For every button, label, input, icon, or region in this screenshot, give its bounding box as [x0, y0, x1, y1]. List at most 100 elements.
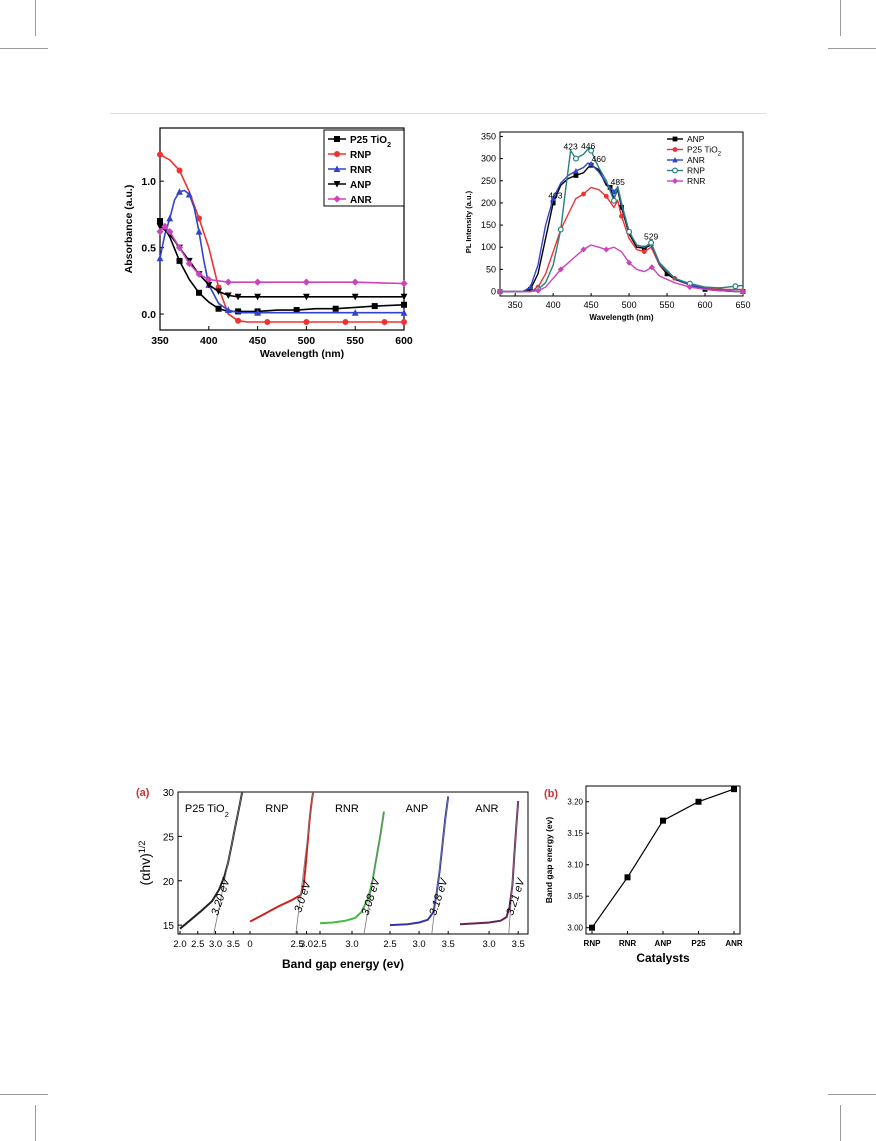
legend-label-subscript: 2 — [718, 152, 721, 158]
y-tick-label: 350 — [481, 131, 496, 141]
data-point — [610, 197, 617, 204]
x-tick-label: 3.0 — [300, 939, 313, 950]
data-point — [580, 246, 587, 253]
series-line — [591, 788, 735, 929]
bandgap-value-label: 3.20 eV — [209, 876, 233, 917]
data-point — [196, 289, 203, 296]
data-point — [648, 264, 655, 271]
x-tick-label: 2.5 — [313, 939, 326, 950]
x-tick-label: RNP — [584, 939, 602, 948]
data-point — [254, 278, 262, 286]
x-tick-label: 3.0 — [209, 939, 222, 950]
tangent-line — [213, 791, 243, 935]
x-axis-label: Band gap energy (ev) — [282, 957, 404, 971]
x-tick-label: 600 — [395, 335, 413, 347]
crop-mark — [0, 48, 48, 49]
legend-label: ANR — [687, 155, 705, 165]
peak-label: 529 — [644, 231, 658, 241]
data-point — [695, 798, 702, 805]
crop-mark — [828, 1094, 876, 1095]
data-point — [175, 244, 184, 252]
x-tick-label: 3.0 — [482, 939, 495, 950]
data-point — [224, 306, 232, 314]
data-point — [303, 293, 310, 301]
data-point — [732, 283, 739, 290]
data-point — [527, 284, 534, 290]
legend-label: ANR — [350, 195, 372, 206]
data-point — [619, 213, 624, 219]
series-line — [319, 811, 385, 925]
data-point — [603, 246, 610, 253]
y-axis-label: (αhv)1/2 — [137, 841, 153, 886]
x-tick-label: 500 — [298, 335, 316, 347]
series-label: P25 TiO2 — [185, 803, 229, 819]
data-point — [400, 309, 408, 316]
x-tick-label: 3.0 — [412, 939, 425, 950]
peak-label: 403 — [548, 190, 562, 200]
x-tick-label: 0 — [247, 939, 252, 950]
data-point — [557, 266, 564, 273]
x-tick-label: 500 — [622, 300, 637, 310]
legend-label: RNR — [687, 176, 705, 186]
crop-mark — [35, 0, 36, 36]
data-point — [176, 188, 183, 195]
y-axis-label: PL Intensity (a.u.) — [464, 190, 473, 253]
data-point — [156, 223, 164, 230]
tangent-line — [295, 791, 314, 935]
y-axis-label: Band gap energy (ev) — [544, 817, 554, 904]
data-point — [185, 190, 193, 198]
x-axis-label: Wavelength (nm) — [260, 348, 344, 360]
y-tick-label: 250 — [481, 176, 496, 186]
crop-mark — [840, 1105, 841, 1141]
data-point — [332, 305, 339, 312]
x-tick-label: 2.5 — [191, 939, 204, 950]
y-tick-label: 30 — [163, 788, 175, 799]
data-point — [641, 245, 647, 251]
x-tick-label: ANP — [655, 939, 673, 948]
pl-intensity-chart: 350 400 450 500 550 600 650 0 50 100 150 200 250 300 3… — [464, 131, 751, 322]
legend-label-subscript: 2 — [387, 142, 391, 149]
x-tick-label: P25 — [691, 939, 706, 948]
data-point — [234, 293, 242, 301]
data-point — [351, 278, 359, 286]
data-point — [254, 309, 261, 316]
legend-marker — [333, 165, 341, 172]
x-axis-label: Catalysts — [636, 951, 690, 965]
series-line — [500, 147, 744, 293]
data-point — [740, 288, 746, 295]
x-tick-label: 2.5 — [290, 939, 303, 950]
peak-label: 423 — [564, 142, 578, 152]
data-point — [660, 817, 666, 824]
y-tick-label: 300 — [481, 154, 496, 164]
data-point — [293, 307, 300, 314]
data-point — [166, 214, 174, 222]
header-rule — [110, 113, 766, 114]
data-point — [157, 151, 163, 158]
tangent-line — [508, 800, 519, 935]
data-point — [156, 228, 164, 236]
data-point — [157, 218, 163, 225]
x-tick-label: 3.0 — [345, 939, 358, 950]
series-label: RNR — [335, 803, 359, 815]
x-tick-label: 350 — [508, 300, 523, 310]
x-tick-label: 3.5 — [442, 939, 455, 950]
x-tick-label: 550 — [346, 335, 364, 347]
crop-mark — [840, 0, 841, 36]
data-point — [603, 193, 609, 199]
data-point — [624, 874, 631, 881]
data-point — [215, 288, 222, 296]
plot-frame — [585, 785, 741, 935]
data-point — [196, 215, 203, 222]
data-point — [224, 292, 232, 300]
data-point — [224, 278, 232, 286]
data-point — [161, 222, 169, 230]
x-tick-label: RNR — [619, 939, 637, 948]
x-tick-label: 600 — [698, 300, 713, 310]
y-tick-label: 3.00 — [567, 924, 583, 933]
x-tick-label: 650 — [735, 300, 750, 310]
tangent-line — [431, 796, 449, 935]
data-point — [342, 319, 349, 326]
legend-label: P25 TiO2 — [350, 135, 391, 149]
legend-marker — [333, 181, 341, 188]
